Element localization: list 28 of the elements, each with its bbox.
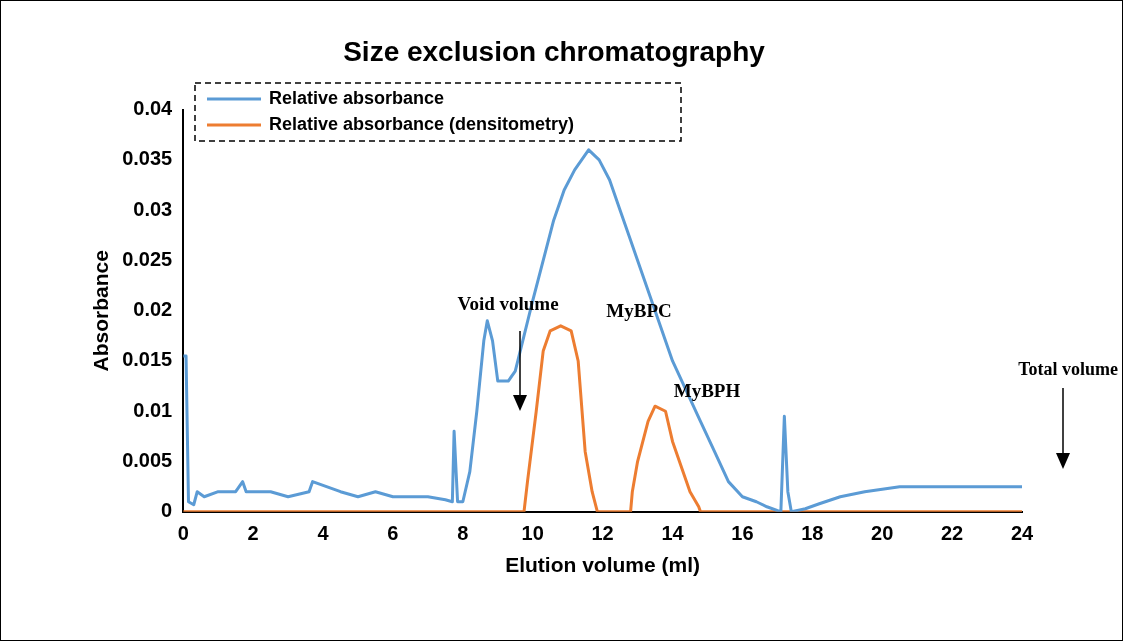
x-tick-label: 0 xyxy=(177,522,189,545)
x-tick-label: 12 xyxy=(591,522,614,545)
x-tick-label: 14 xyxy=(661,522,685,545)
y-tick-label: 0.005 xyxy=(122,449,173,472)
y-tick-label: 0.015 xyxy=(122,348,173,371)
y-tick-label: 0.025 xyxy=(122,247,173,270)
x-tick-label: 4 xyxy=(317,522,330,545)
y-tick-label: 0.01 xyxy=(133,398,173,421)
legend-label: Relative absorbance xyxy=(269,87,445,108)
y-tick-label: 0.02 xyxy=(133,298,173,321)
y-tick-label: 0.04 xyxy=(133,97,174,120)
chart-title: Size exclusion chromatography xyxy=(343,35,766,67)
x-tick-label: 8 xyxy=(457,522,469,545)
x-tick-label: 24 xyxy=(1010,522,1034,545)
x-tick-label: 16 xyxy=(731,522,754,545)
x-tick-label: 2 xyxy=(247,522,259,545)
y-tick-label: 0 xyxy=(161,499,173,522)
x-axis-title: Elution volume (ml) xyxy=(505,553,701,577)
y-tick-label: 0.03 xyxy=(133,197,173,220)
x-tick-label: 22 xyxy=(940,522,964,545)
y-tick-label: 0.035 xyxy=(122,147,173,170)
annotation: Total volume xyxy=(1018,358,1119,379)
x-tick-label: 10 xyxy=(521,522,544,545)
y-axis-title: Absorbance xyxy=(89,250,113,372)
x-tick-label: 6 xyxy=(387,522,399,545)
legend-label: Relative absorbance (densitometry) xyxy=(269,113,575,134)
x-tick-label: 18 xyxy=(801,522,824,545)
x-tick-label: 20 xyxy=(871,522,894,545)
